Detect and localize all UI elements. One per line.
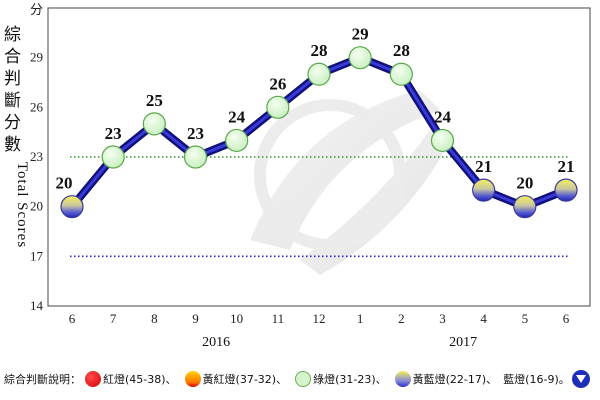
y-axis-label-char: 分 bbox=[4, 113, 21, 133]
y-axis-label-cjk: 綜合判斷分數 bbox=[4, 25, 21, 155]
y-tick-label: 29 bbox=[30, 50, 43, 65]
x-tick-label: 1 bbox=[357, 311, 364, 326]
plot-frame bbox=[47, 7, 591, 307]
green-light-marker bbox=[225, 128, 249, 153]
data-label: 24 bbox=[228, 107, 246, 126]
green-light-marker bbox=[101, 145, 125, 169]
yellow-blue-light-icon bbox=[394, 371, 411, 387]
green-light-marker bbox=[142, 112, 166, 136]
legend-item-blue: 藍燈(16-9)。 bbox=[503, 370, 590, 388]
x-tick-label: 6 bbox=[563, 311, 570, 326]
x-tick-label: 4 bbox=[480, 311, 487, 326]
yellow-blue-light-marker bbox=[472, 178, 496, 202]
yellow-blue-light-marker bbox=[513, 195, 537, 219]
green-light-marker bbox=[430, 128, 455, 153]
data-label: 26 bbox=[269, 74, 286, 93]
year-label: 2016 bbox=[202, 335, 230, 350]
x-tick-label: 7 bbox=[110, 311, 117, 326]
data-label: 20 bbox=[56, 174, 73, 193]
legend-item-label: 紅燈(45-38)、 bbox=[103, 373, 177, 386]
data-points bbox=[60, 46, 578, 219]
green-light-marker bbox=[183, 145, 208, 169]
green-light-icon bbox=[295, 371, 312, 387]
y-tick-label: 17 bbox=[30, 248, 44, 263]
data-label: 28 bbox=[311, 41, 328, 60]
y-tick-label: 23 bbox=[30, 149, 43, 164]
legend-item-label: 黃藍燈(22-17)、 bbox=[412, 373, 498, 386]
year-label: 2017 bbox=[449, 335, 477, 350]
legend-item-red: 紅燈(45-38)、 bbox=[83, 371, 177, 387]
x-tick-label: 12 bbox=[313, 311, 326, 326]
legend-item-yellow-blue: 黃藍燈(22-17)、 bbox=[393, 371, 498, 387]
data-label: 21 bbox=[558, 157, 575, 176]
yellow-blue-light-marker bbox=[60, 195, 84, 219]
y-axis-label-char: 數 bbox=[4, 135, 21, 155]
x-tick-label: 8 bbox=[151, 311, 158, 326]
x-tick-label: 10 bbox=[230, 311, 243, 326]
legend-item-label: 黃紅燈(37-32)、 bbox=[202, 373, 288, 386]
data-label: 23 bbox=[105, 124, 122, 143]
data-labels: 20 23 25 23 24 26 28 29 28 24 21 20 21 bbox=[56, 25, 575, 193]
x-tick-label: 9 bbox=[192, 311, 199, 326]
x-tick-label: 3 bbox=[439, 311, 446, 326]
x-tick-label: 11 bbox=[272, 311, 285, 326]
x-tick-label: 2 bbox=[398, 311, 405, 326]
y-axis-label-char: 合 bbox=[4, 47, 21, 67]
reference-lines bbox=[70, 156, 568, 258]
y-axis-label-char: 判 bbox=[4, 69, 21, 89]
watermark-shape bbox=[250, 90, 440, 250]
yellow-red-light-icon bbox=[184, 371, 201, 387]
legend-item-green: 綠燈(31-23)、 bbox=[293, 371, 387, 387]
y-tick-label: 14 bbox=[30, 298, 44, 313]
legend-title: 綜合判斷說明： bbox=[4, 373, 81, 386]
data-label: 25 bbox=[146, 91, 163, 110]
y-unit-label: 分 bbox=[30, 2, 43, 17]
y-tick-label: 26 bbox=[30, 99, 44, 114]
data-label: 28 bbox=[393, 41, 410, 60]
data-label: 24 bbox=[434, 107, 452, 126]
watermark-logo bbox=[250, 90, 445, 275]
y-tick-label: 20 bbox=[30, 199, 43, 214]
x-tick-label: 6 bbox=[69, 311, 76, 326]
y-axis-ticks: 14 17 20 23 26 29 bbox=[30, 50, 44, 313]
y-axis-label-en: Total Scores bbox=[14, 162, 30, 248]
data-label: 23 bbox=[187, 124, 204, 143]
green-light-marker bbox=[266, 95, 290, 119]
legend: 綜合判斷說明： 紅燈(45-38)、 黃紅燈(37-32)、 綠燈(31-23)… bbox=[4, 364, 600, 394]
legend-item-yellow-red: 黃紅燈(37-32)、 bbox=[183, 371, 288, 387]
green-light-marker bbox=[348, 46, 372, 70]
data-label: 29 bbox=[352, 25, 369, 44]
year-labels: 2016 2017 bbox=[202, 335, 477, 350]
data-label: 20 bbox=[516, 174, 533, 193]
legend-item-label: 藍燈(16-9)。 bbox=[503, 373, 570, 386]
blue-light-icon bbox=[571, 370, 590, 388]
legend-item-label: 綠燈(31-23)、 bbox=[313, 373, 387, 386]
green-light-marker bbox=[307, 62, 331, 86]
x-tick-label: 5 bbox=[522, 311, 529, 326]
x-axis-ticks: 6 7 8 9 10 11 12 1 2 3 4 5 6 bbox=[69, 311, 570, 326]
watermark-shape bbox=[254, 99, 406, 251]
y-axis-label-char: 斷 bbox=[4, 91, 21, 111]
green-light-marker bbox=[389, 62, 413, 86]
data-label: 21 bbox=[475, 157, 492, 176]
red-light-icon bbox=[85, 371, 101, 387]
yellow-blue-light-marker bbox=[554, 178, 578, 202]
y-axis-label-char: 綜 bbox=[4, 25, 21, 45]
